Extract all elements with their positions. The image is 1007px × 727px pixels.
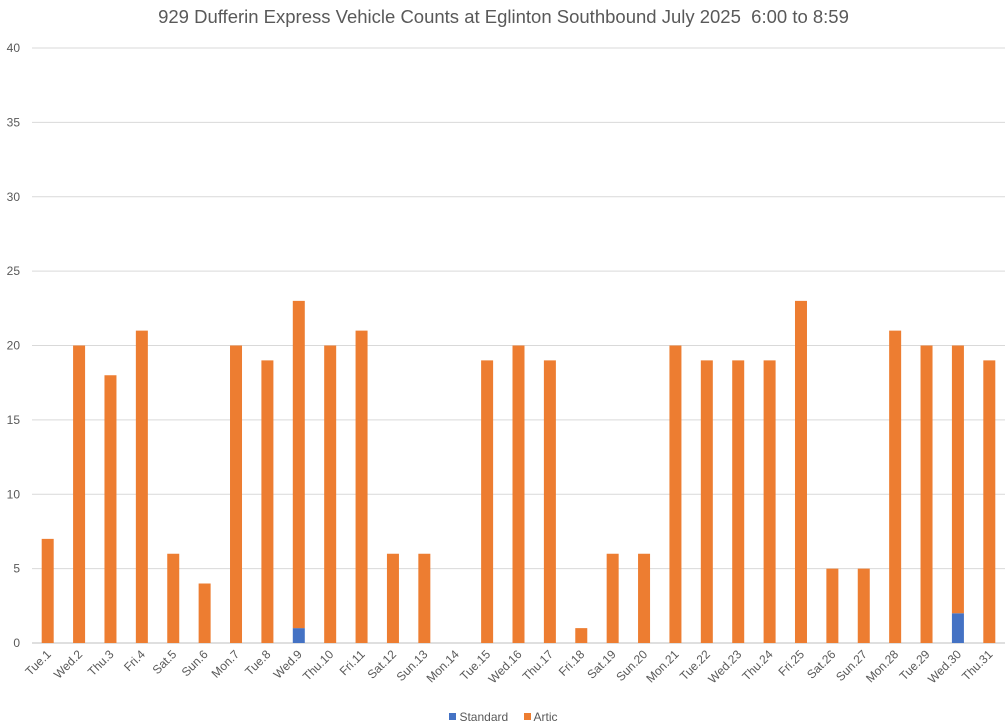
legend-swatch-standard [449,713,457,720]
x-tick-label: Wed.2 [51,647,86,682]
bar-artic [983,360,996,643]
bar-artic [355,330,368,643]
legend-swatch-artic [523,713,531,720]
bar-artic [135,330,148,643]
x-tick-label: Thu.31 [959,647,996,684]
x-tick-label: Fri.4 [121,647,148,674]
legend-label-standard: Standard [459,709,509,724]
y-tick-label: 5 [13,562,20,576]
bar-artic [324,345,337,643]
x-tick-label: Thu.24 [739,647,776,684]
x-tick-label: Sun.13 [394,647,431,684]
y-tick-label: 25 [7,264,21,278]
bar-artic [920,345,933,643]
bar-artic [732,360,745,643]
bar-artic [512,345,525,643]
bar-artic [638,553,651,643]
bar-artic [230,345,243,643]
x-tick-label: Mon.14 [424,647,462,685]
x-tick-label: Mon.7 [209,647,243,681]
legend-item-standard: Standard [449,710,508,724]
y-tick-label: 10 [7,487,21,501]
x-tick-label: Fri.11 [337,647,368,678]
bar-artic [575,628,588,643]
bar-artic [763,360,776,643]
bar-artic [167,553,180,643]
x-tick-label: Tue.8 [242,647,274,679]
chart-title: 929 Dufferin Express Vehicle Counts at E… [158,6,849,27]
bar-artic [198,583,211,643]
legend-item-artic: Artic [523,709,558,724]
bar-artic [889,330,902,643]
x-tick-label: Wed.30 [925,647,964,686]
x-tick-label: Thu.17 [520,647,557,684]
x-tick-label: Thu.10 [300,647,337,684]
x-tick-label: Wed.23 [705,647,744,686]
x-tick-label: Mon.28 [863,647,901,685]
legend: Standard Artic [0,709,1007,724]
bar-artic [41,538,54,643]
x-tick-label: Sat.26 [804,647,839,682]
bar-artic [669,345,682,643]
x-tick-label: Thu.3 [85,647,117,679]
x-tick-label: Tue.1 [23,647,55,679]
legend-label-artic: Artic [533,709,558,724]
y-tick-label: 35 [7,115,21,129]
x-tick-label: Sat.12 [365,647,400,682]
x-tick-label: Mon.21 [643,647,681,685]
bar-artic [73,345,86,643]
y-tick-label: 15 [7,413,21,427]
x-tick-label: Sat.19 [584,647,619,682]
bar-artic [104,375,117,643]
bar-artic [543,360,556,643]
x-tick-label: Fri.18 [556,647,588,679]
y-tick-label: 40 [7,41,21,55]
bar-artic [857,568,870,643]
bar-artic [292,300,305,629]
bar-artic [606,553,619,643]
bar-standard [292,628,305,643]
bar-artic [794,300,807,643]
bar-artic [700,360,713,643]
bar-artic [951,345,964,614]
x-tick-label: Wed.16 [486,647,525,686]
bar-artic [386,553,399,643]
y-tick-label: 0 [13,636,20,650]
x-tick-label: Wed.9 [271,647,306,682]
x-tick-label: Sun.6 [179,647,211,679]
x-tick-label: Sun.20 [613,647,650,684]
bar-artic [481,360,494,643]
x-tick-label: Fri.25 [776,647,808,679]
bar-artic [418,553,431,643]
x-tick-label: Sat.5 [150,647,180,677]
y-tick-label: 20 [7,339,21,353]
bar-artic [261,360,274,643]
bar-standard [951,613,964,643]
x-tick-label: Sun.27 [833,647,870,684]
bar-artic [826,568,839,643]
y-tick-label: 30 [7,190,21,204]
